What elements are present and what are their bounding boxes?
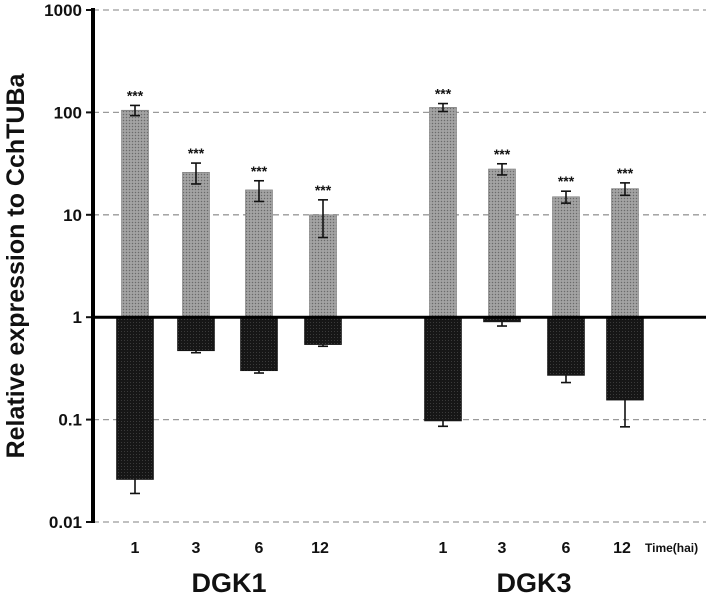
bar-down: [177, 316, 215, 352]
bar-up: [488, 168, 516, 318]
x-tick-label: 12: [311, 540, 329, 557]
y-tick-label: 100: [54, 103, 82, 122]
y-tick-label: 0.01: [49, 513, 82, 532]
x-tick-label: 3: [498, 540, 507, 557]
bar-up: [121, 109, 149, 318]
x-tick-label: 12: [613, 540, 631, 557]
x-tick-label: 3: [192, 540, 201, 557]
bar-up: [611, 188, 639, 318]
y-tick-label: 1: [73, 308, 82, 327]
y-axis-title: Relative expression to CchTUBa: [2, 72, 30, 458]
significance-label: ***: [494, 146, 511, 162]
bar-up: [552, 196, 580, 318]
bar-up: [182, 172, 210, 318]
x-tick-label: 1: [439, 540, 448, 557]
significance-label: ***: [251, 163, 268, 179]
bar-down: [547, 316, 585, 376]
significance-label: ***: [617, 165, 634, 181]
bars: [116, 102, 644, 495]
group-label: DGK3: [496, 568, 571, 598]
labels: 0.01 0.1 1 10 100 1000 *** 1 *** 3 *** 6 *** 12 DGK1 **…: [2, 1, 698, 598]
bar-down: [116, 316, 154, 480]
bar-down: [304, 316, 342, 345]
x-tick-label: 6: [255, 540, 264, 557]
bar-down: [240, 316, 278, 372]
y-tick-label: 1000: [44, 1, 82, 20]
y-tick-label: 10: [63, 206, 82, 225]
bar-down: [424, 316, 462, 422]
significance-label: ***: [558, 173, 575, 189]
axes: [86, 8, 706, 523]
group-label: DGK1: [191, 568, 266, 598]
x-tick-label: 1: [131, 540, 140, 557]
y-tick-label: 0.1: [58, 411, 82, 430]
significance-label: ***: [127, 87, 144, 103]
x-tick-label: 6: [562, 540, 571, 557]
significance-label: ***: [435, 86, 452, 102]
bar-up: [245, 189, 273, 318]
significance-label: ***: [188, 145, 205, 161]
bar-down: [606, 316, 644, 401]
bar-up: [429, 107, 457, 318]
x-axis-label: Time(hai): [645, 541, 698, 555]
significance-label: ***: [315, 182, 332, 198]
